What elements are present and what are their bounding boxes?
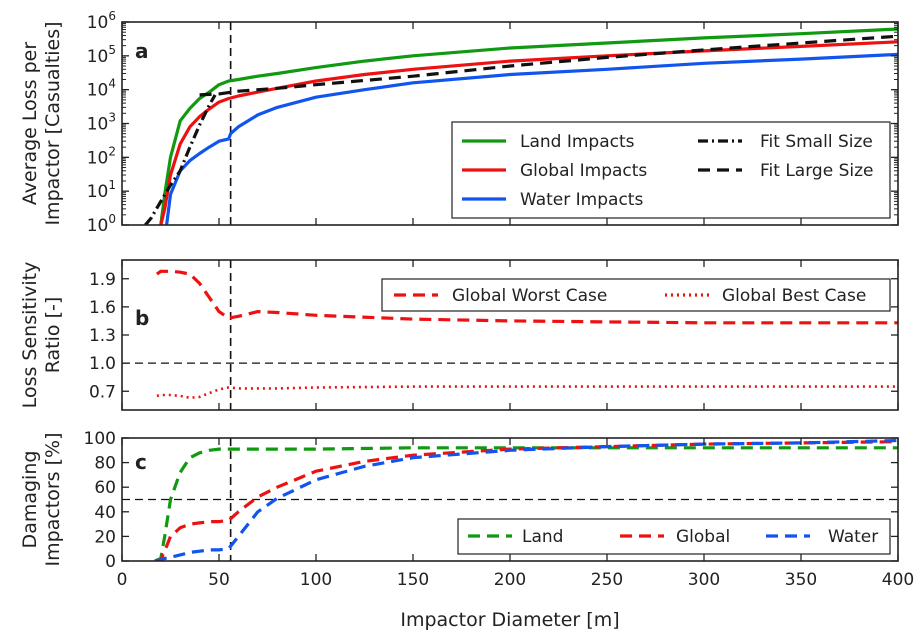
y-tick-label: 103	[87, 111, 116, 135]
series-line-water	[154, 438, 898, 561]
y-tick-label: 1.6	[89, 298, 116, 318]
y-tick-label: 104	[87, 77, 116, 101]
y-tick-label: 1.0	[89, 354, 116, 374]
x-tick-label: 350	[785, 570, 817, 590]
legend-label: Water Impacts	[520, 190, 643, 210]
y-tick-label: 106	[87, 9, 116, 33]
legend: Land Impacts Global Impacts Water Impacts F…	[451, 121, 891, 219]
legend-label: Global Worst Case	[452, 286, 607, 306]
panel-letter: a	[135, 39, 149, 63]
y-tick-label: 100	[87, 212, 116, 236]
series-line-fit-small-size	[144, 94, 217, 225]
y-tick-label: 1.3	[89, 326, 116, 346]
x-tick-label: 0	[117, 570, 128, 590]
y-tick-label: 0	[105, 552, 116, 572]
panel-a: 100 101 102 103 104 105 106 Average Loss perImp…	[19, 9, 899, 236]
legend: Land Global Water	[457, 518, 891, 555]
series-line-land-impacts	[159, 27, 898, 225]
series-line-global-worst-case	[155, 269, 898, 325]
legend-label: Land	[522, 527, 563, 547]
legend-label: Global	[676, 527, 730, 547]
x-tick-label: 100	[300, 570, 332, 590]
panel-letter: c	[135, 450, 147, 474]
y-tick-label: 102	[87, 144, 116, 168]
legend-label: Land Impacts	[520, 132, 635, 152]
y-tick-label: 80	[94, 454, 116, 474]
legend-label: Fit Small Size	[760, 132, 873, 152]
series-line-global	[154, 440, 898, 561]
legend-label: Global Impacts	[520, 161, 647, 181]
y-tick-label: 101	[87, 178, 116, 202]
x-tick-label: 200	[494, 570, 526, 590]
legend-label: Fit Large Size	[760, 161, 873, 181]
y-tick-label: 40	[94, 503, 116, 523]
y-tick-label: 100	[84, 429, 116, 449]
y-tick-label: 60	[94, 478, 116, 498]
legend-label: Water	[828, 527, 878, 547]
series-line-land	[154, 446, 898, 561]
y-axis-label: DamagingImpactors [%]	[19, 433, 64, 567]
y-tick-label: 0.7	[89, 382, 116, 402]
x-axis-label: Impactor Diameter [m]	[400, 609, 619, 631]
y-tick-label: 20	[94, 527, 116, 547]
x-tick-label: 400	[882, 570, 914, 590]
panel-c: 0 50 100 150 200 250 300 350 400 0 20 40 60 80 100 Dama…	[19, 429, 914, 590]
x-tick-label: 300	[688, 570, 720, 590]
legend-box	[381, 278, 891, 312]
legend-box	[451, 121, 891, 219]
legend-label: Global Best Case	[722, 286, 866, 306]
series-line-fit-large-size	[199, 34, 898, 97]
y-tick-label: 105	[87, 43, 116, 67]
y-axis-label: Loss SensitivityRatio [-]	[19, 262, 64, 409]
panel-b: 0.7 1.0 1.3 1.6 1.9 Loss SensitivityRatio [-]…	[19, 259, 899, 411]
legend-box	[457, 518, 891, 555]
x-tick-label: 250	[591, 570, 623, 590]
x-tick-label: 50	[208, 570, 230, 590]
x-tick-label: 150	[397, 570, 429, 590]
panel-letter: b	[135, 306, 149, 330]
series-line-global-best-case	[156, 385, 898, 400]
y-axis-label: Average Loss perImpactor [Casualties]	[19, 21, 64, 225]
y-tick-label: 1.9	[89, 270, 116, 290]
series-line-water-impacts	[165, 52, 898, 225]
series-line-global-impacts	[159, 40, 898, 225]
legend: Global Worst Case Global Best Case	[381, 278, 891, 312]
